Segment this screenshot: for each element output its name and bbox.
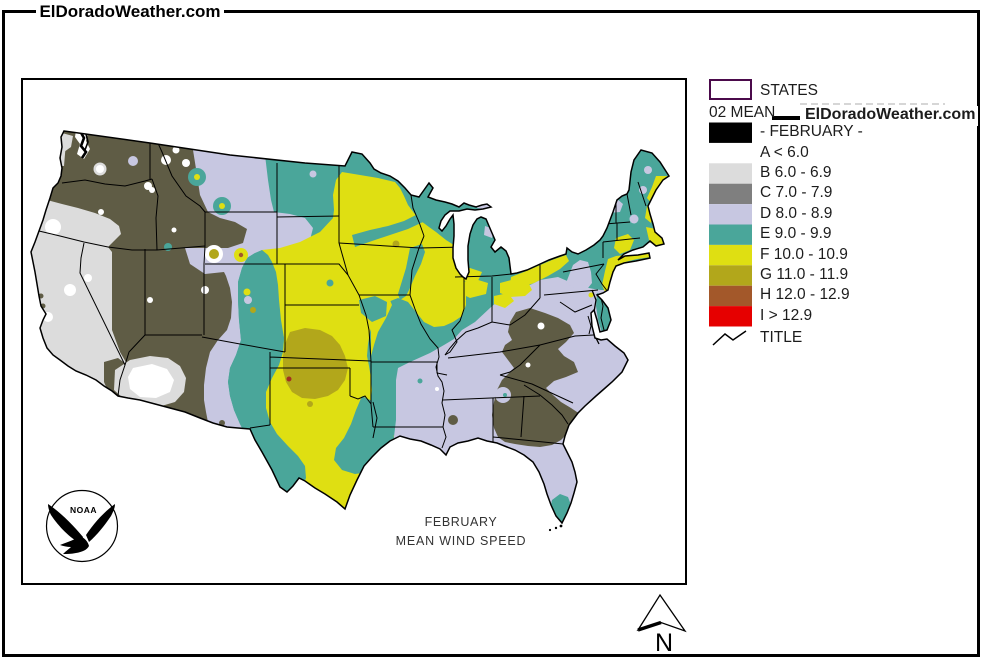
svg-text:N: N: [655, 629, 673, 657]
svg-text:NOAA: NOAA: [70, 505, 97, 515]
